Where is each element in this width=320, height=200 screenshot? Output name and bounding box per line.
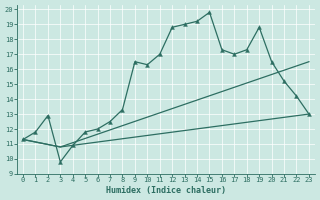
X-axis label: Humidex (Indice chaleur): Humidex (Indice chaleur) [106,186,226,195]
